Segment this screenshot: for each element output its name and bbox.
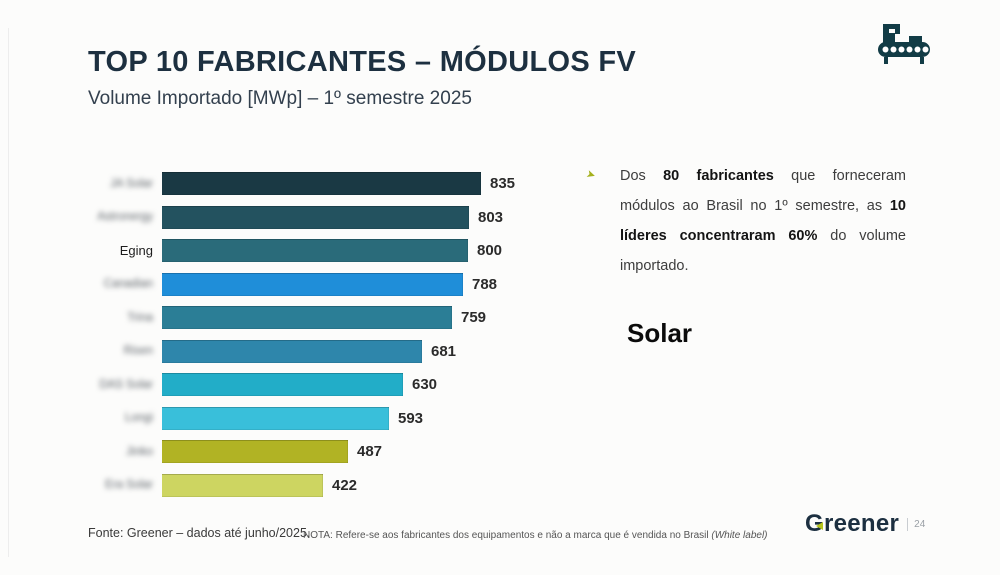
bar-label: Jinko (126, 445, 153, 458)
bar (162, 172, 481, 196)
bar-label: Eging (119, 243, 153, 259)
bar-label: Era Solar (105, 479, 153, 492)
solar-watermark-text: Solar (627, 318, 693, 348)
bar-value: 803 (478, 208, 504, 226)
bar-value: 487 (357, 443, 383, 461)
bar-value: 759 (461, 309, 487, 327)
factory-conveyor-icon (876, 20, 936, 66)
note-white-label: (White label) (711, 530, 768, 541)
bar-label: Trina (127, 311, 153, 324)
annotation-block: ➤ Dos 80 fabricantes que forneceram módu… (584, 161, 906, 281)
page-number: 24 (907, 517, 925, 531)
bar-value: 593 (398, 409, 424, 427)
bar-value: 835 (490, 175, 516, 193)
page-subtitle: Volume Importado [MWp] – 1º semestre 202… (88, 88, 472, 109)
bar-value: 422 (332, 476, 358, 494)
bar-track: 487 (162, 440, 585, 464)
page-edge-line (8, 28, 9, 557)
bar-label: Longi (124, 412, 153, 425)
chart-row: Risen 681 (85, 335, 585, 369)
chart-row: Eging 800 (85, 234, 585, 268)
chart-row: Trina 759 (85, 301, 585, 335)
chart-row: Era Solar 422 (85, 469, 585, 503)
bar-label: Risen (123, 345, 153, 358)
bar (162, 339, 422, 363)
bar (162, 440, 348, 464)
bar-label: Astronergy (97, 211, 153, 224)
chart-row: Jinko 487 (85, 435, 585, 469)
bar-track: 788 (162, 272, 585, 296)
bar-track: 803 (162, 205, 585, 229)
bar-track: 800 (162, 239, 585, 263)
bar-track: 593 (162, 406, 585, 430)
greener-logo-g-accent-icon (816, 522, 823, 530)
greener-arrow-bullet-icon: ➤ (584, 167, 598, 183)
bar (162, 205, 469, 229)
bar-value: 788 (472, 275, 498, 293)
bar-track: 759 (162, 306, 585, 330)
bar-track: 630 (162, 373, 585, 397)
bar (162, 306, 452, 330)
bar-track: 681 (162, 339, 585, 363)
note-text: NOTA: Refere-se aos fabricantes dos equi… (303, 530, 768, 541)
bar (162, 272, 463, 296)
chart-row: DAS Solar 630 (85, 368, 585, 402)
annotation-text: Dos 80 fabricantes que forneceram módulo… (620, 168, 906, 274)
bar (162, 239, 468, 263)
source-text: Fonte: Greener – dados até junho/2025. (88, 526, 311, 540)
chart-row: Canadian 788 (85, 268, 585, 302)
note-prefix: NOTA: Refere-se aos fabricantes dos equi… (303, 530, 712, 541)
bar-track: 835 (162, 172, 585, 196)
bar-value: 630 (412, 376, 438, 394)
bar-label: Canadian (103, 278, 153, 291)
chart-row: JA Solar 835 (85, 167, 585, 201)
bar-value: 681 (431, 342, 457, 360)
bar (162, 406, 389, 430)
bar (162, 373, 403, 397)
chart-row: Astronergy 803 (85, 201, 585, 235)
bar-label: JA Solar (110, 177, 153, 190)
bar-chart: JA Solar 835 Astronergy 803 Eging 800 Canadian… (85, 167, 585, 502)
bar (162, 473, 323, 497)
bar-track: 422 (162, 473, 585, 497)
bar-label: DAS Solar (99, 378, 153, 391)
bar-value: 800 (477, 242, 503, 260)
greener-logo: Greener 24 (805, 510, 925, 538)
chart-row: Longi 593 (85, 402, 585, 436)
page-title: TOP 10 FABRICANTES – MÓDULOS FV (88, 46, 637, 78)
